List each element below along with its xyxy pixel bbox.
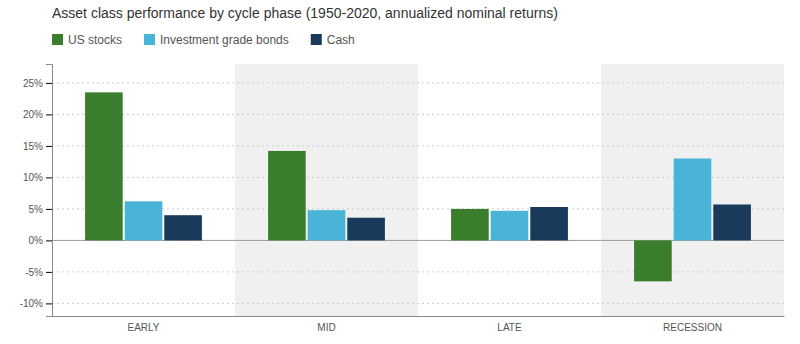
legend-item: Cash [311, 33, 355, 47]
bar [125, 201, 163, 240]
bar [451, 209, 489, 241]
y-tick: 5% [29, 204, 52, 215]
y-tick-label: 0% [29, 235, 44, 246]
y-tick-label: -10% [20, 298, 43, 309]
x-tick-label: MID [317, 322, 335, 333]
bar [530, 207, 568, 240]
y-tick: 15% [23, 141, 52, 152]
legend-label: US stocks [68, 33, 122, 47]
legend: US stocks Investment grade bonds Cash [52, 33, 355, 47]
y-tick-mark [46, 114, 52, 115]
grid-line [52, 271, 784, 272]
bar [491, 211, 529, 241]
x-tick: RECESSION [663, 322, 722, 333]
grid-line [52, 82, 784, 83]
bar [268, 151, 306, 240]
bar [674, 159, 712, 241]
legend-swatch [144, 34, 155, 45]
legend-label: Investment grade bonds [160, 33, 289, 47]
grid-line [52, 114, 784, 115]
chart: Asset class performance by cycle phase (… [0, 0, 800, 344]
bars [85, 92, 751, 281]
x-axis-line [53, 316, 785, 317]
y-tick-mark [46, 272, 52, 273]
bar [713, 204, 751, 240]
grid-line [52, 303, 784, 304]
y-tick-label: 15% [23, 141, 43, 152]
bar [347, 218, 385, 241]
legend-item: US stocks [52, 33, 122, 47]
legend-label: Cash [327, 33, 355, 47]
x-tick: EARLY [127, 322, 159, 333]
y-axis-line [46, 65, 53, 317]
y-tick-mark [46, 146, 52, 147]
band-shading [235, 64, 784, 316]
grid-line [52, 145, 784, 146]
y-tick-label: 25% [23, 78, 43, 89]
title: Asset class performance by cycle phase (… [52, 5, 558, 21]
y-tick-mark [46, 83, 52, 84]
legend-swatch [52, 34, 63, 45]
y-tick: 0% [29, 235, 52, 246]
y-tick: -10% [20, 298, 52, 309]
band-shade [235, 64, 418, 316]
bar [634, 240, 672, 281]
plot: -10% -5% 0% 5% 10% 15% 20% 25% EARLY MID LATE RECES… [20, 64, 785, 333]
y-tick-mark [46, 177, 52, 178]
x-tick-label: LATE [497, 322, 522, 333]
y-tick: 10% [23, 172, 52, 183]
bar [308, 210, 346, 240]
x-axis: EARLY MID LATE RECESSION [53, 317, 785, 334]
y-tick-mark [46, 209, 52, 210]
y-tick-label: -5% [25, 267, 43, 278]
y-tick-mark [46, 240, 52, 241]
y-tick: 20% [23, 109, 52, 120]
legend-swatch [311, 34, 322, 45]
y-tick: 25% [23, 78, 52, 89]
y-axis: -10% -5% 0% 5% 10% 15% 20% 25% [20, 65, 53, 317]
y-tick: -5% [25, 267, 52, 278]
grid [52, 83, 784, 304]
y-tick-mark [46, 303, 52, 304]
y-tick-label: 10% [23, 172, 43, 183]
x-tick: MID [317, 322, 335, 333]
band-shade [601, 64, 784, 316]
x-tick: LATE [497, 322, 522, 333]
legend-item: Investment grade bonds [144, 33, 289, 47]
x-tick-label: RECESSION [663, 322, 722, 333]
bar [164, 215, 202, 240]
bar [85, 92, 123, 240]
y-tick-label: 5% [29, 204, 44, 215]
y-tick-label: 20% [23, 109, 43, 120]
x-tick-label: EARLY [127, 322, 159, 333]
